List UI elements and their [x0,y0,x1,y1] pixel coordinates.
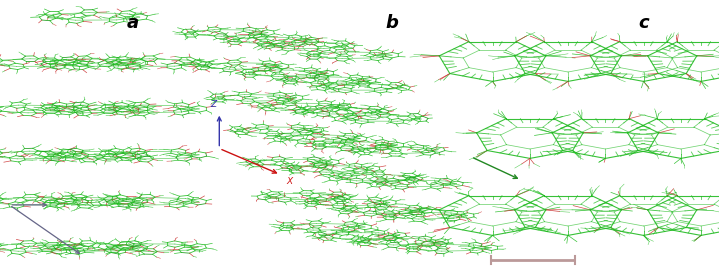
Text: a: a [127,14,139,32]
Text: Z: Z [210,100,216,109]
Text: c: c [638,14,649,32]
Text: b: b [385,14,398,32]
Text: X: X [286,177,293,186]
